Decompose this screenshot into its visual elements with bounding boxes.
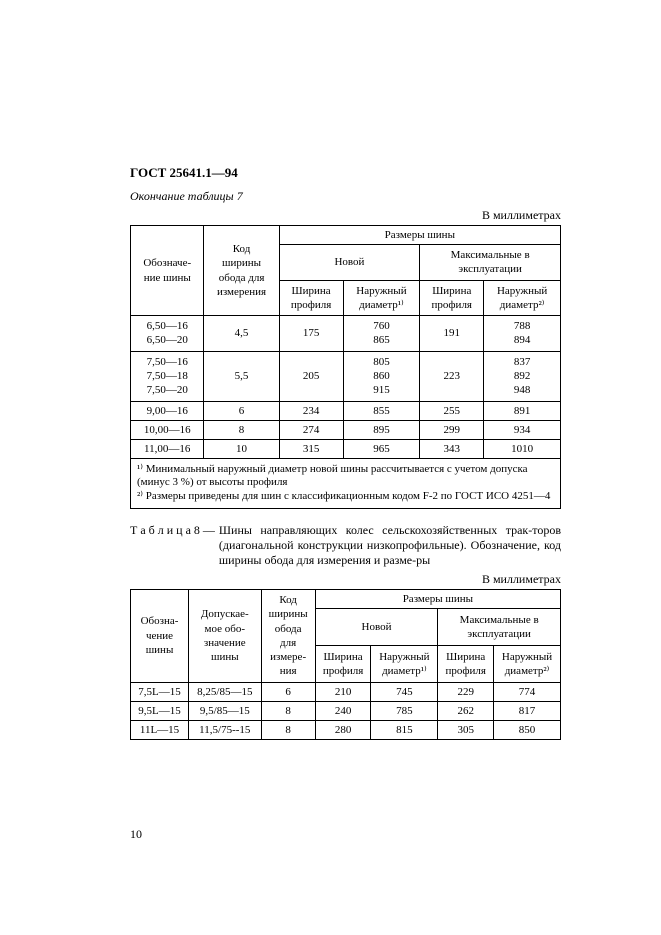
- col-designation: Обозначе-ние шины: [131, 226, 204, 316]
- col-diam-max: Наружныйдиаметр²⁾: [494, 646, 561, 683]
- table7-footnote: ¹⁾ Минимальный наружный диаметр новой ши…: [131, 458, 561, 508]
- col-width-new: Ширинапрофиля: [279, 280, 343, 316]
- col-allowed: Допускае-мое обо-значениешины: [189, 589, 262, 682]
- table-row: 10,00—16 8 274 895 299 934: [131, 420, 561, 439]
- table-row: 9,00—16 6 234 855 255 891: [131, 401, 561, 420]
- table-row: 11,00—16 10 315 965 343 1010: [131, 439, 561, 458]
- col-width-new: Ширинапрофиля: [315, 646, 371, 683]
- col-width-max: Ширинапрофиля: [438, 646, 494, 683]
- col-rim-code: Кодшириныобода дляизмерения: [204, 226, 279, 316]
- col-sizes: Размеры шины: [279, 226, 560, 245]
- col-rim-code: Кодшириныободадляизмере-ния: [261, 589, 315, 682]
- page-number: 10: [130, 827, 142, 842]
- table7-continuation: Окончание таблицы 7: [130, 189, 561, 204]
- table8-label: Т а б л и ц а 8 —: [130, 523, 215, 568]
- table8-title: Т а б л и ц а 8 — Шины направляющих коле…: [130, 523, 561, 568]
- col-designation: Обозна-чениешины: [131, 589, 189, 682]
- col-new: Новой: [315, 609, 438, 646]
- table8-desc: Шины направляющих колес сельскохозяйстве…: [215, 523, 561, 568]
- table8-units: В миллиметрах: [130, 572, 561, 587]
- col-diam-max: Наружныйдиаметр²⁾: [484, 280, 561, 316]
- col-diam-new: Наружныйдиаметр¹⁾: [371, 646, 438, 683]
- table-8: Обозна-чениешины Допускае-мое обо-значен…: [130, 589, 561, 740]
- col-diam-new: Наружныйдиаметр¹⁾: [343, 280, 420, 316]
- doc-id: ГОСТ 25641.1—94: [130, 165, 561, 181]
- col-max: Максимальные вэксплуатации: [438, 609, 561, 646]
- table-row: 6,50—166,50—20 4,5 175 760865 191 788894: [131, 316, 561, 352]
- col-max: Максимальные вэксплуатации: [420, 245, 561, 281]
- col-sizes: Размеры шины: [315, 589, 560, 609]
- table-row: 9,5L—15 9,5/85—15 8 240 785 262 817: [131, 701, 561, 720]
- col-new: Новой: [279, 245, 420, 281]
- col-width-max: Ширинапрофиля: [420, 280, 484, 316]
- table-row: 11L—15 11,5/75--15 8 280 815 305 850: [131, 720, 561, 739]
- table7-units: В миллиметрах: [130, 208, 561, 223]
- table-row: 7,50—167,50—187,50—20 5,5 205 805860915 …: [131, 351, 561, 401]
- table-row: 7,5L—15 8,25/85—15 6 210 745 229 774: [131, 682, 561, 701]
- table-7: Обозначе-ние шины Кодшириныобода дляизме…: [130, 225, 561, 509]
